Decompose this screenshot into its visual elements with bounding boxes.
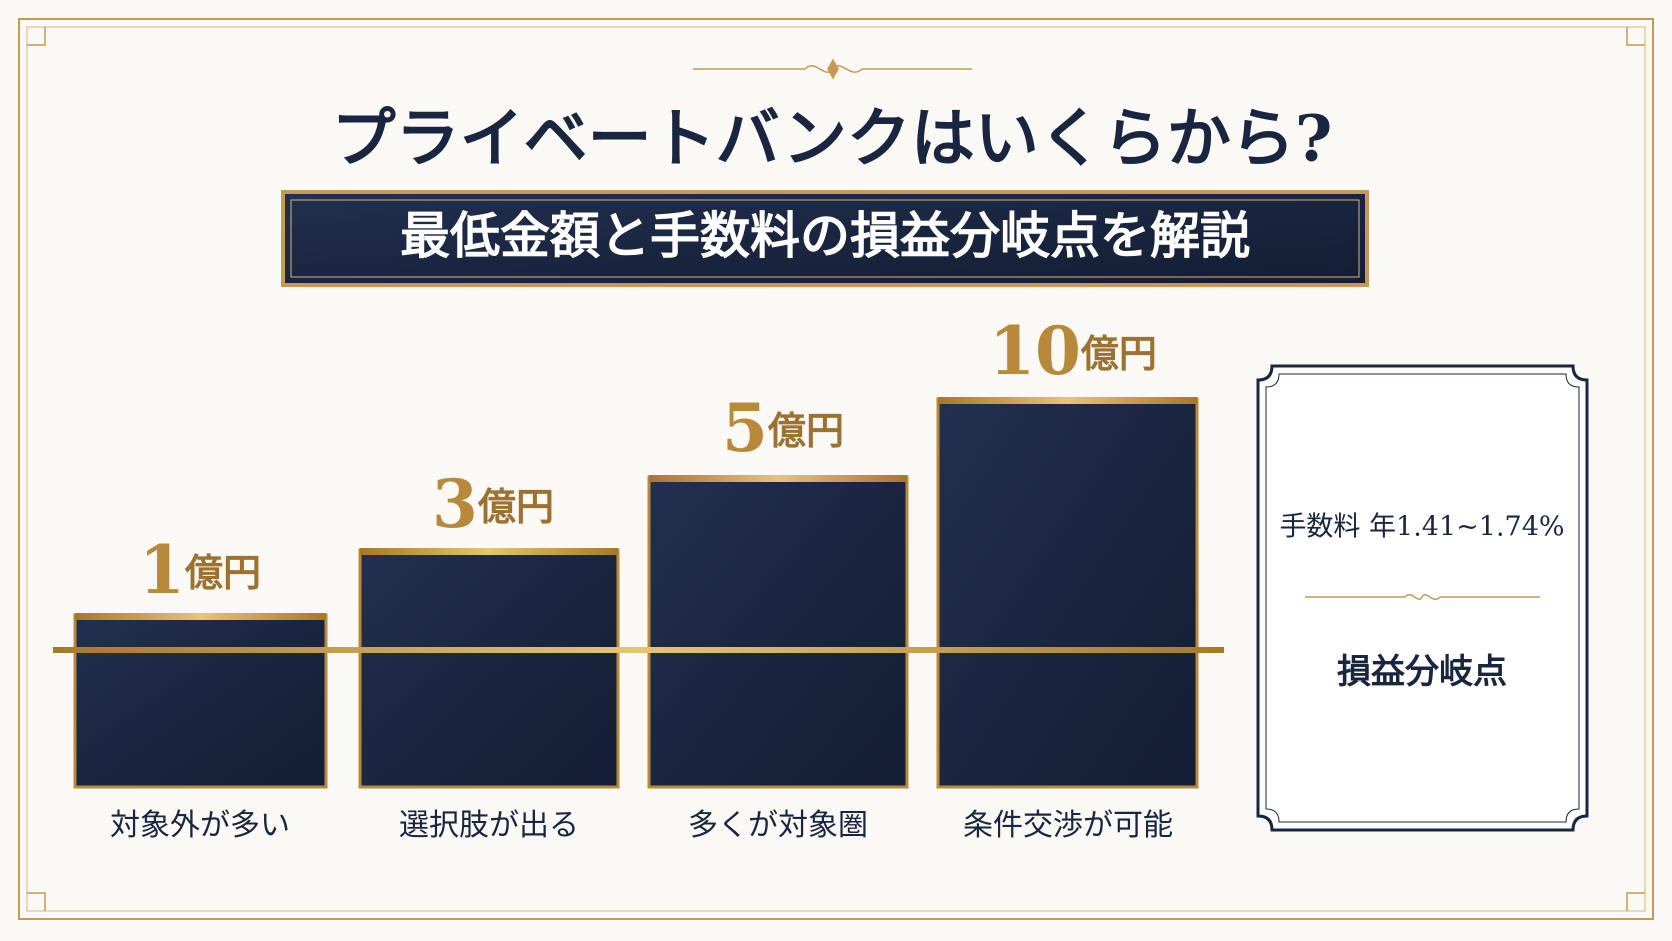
bar-caption: 対象外が多い [110,808,290,843]
side-box: 手数料 年1.41~1.74% 損益分岐点 [1256,364,1589,832]
bar-block: 5億円 多くが対象圏 [647,389,909,843]
bar-caption: 条件交渉が可能 [963,808,1173,843]
bar-caption: 多くが対象圏 [688,808,868,843]
inner-frame [26,26,1646,912]
side-box-frame [1256,364,1589,832]
title: プライベートバンクはいくらから? [332,102,1333,177]
bars: 1億円 対象外が多い 3億円 選択肢が出る 5億円 多くが対象圏 10億円 条件… [73,312,1199,843]
bar [647,475,909,789]
unit: 億円 [1080,331,1157,376]
fee-text: 手数料 年1.41~1.74% [1279,512,1564,543]
corner [1626,27,1645,46]
corner [27,27,46,46]
threshold-line [53,647,1224,653]
bar-cap [938,397,1197,404]
unit: 億円 [184,550,261,595]
side-divider [1305,594,1540,600]
bar-caption: 選択肢が出る [399,808,579,843]
amount: 10 [989,312,1081,390]
bar [936,397,1199,789]
bar-label: 10億円 [989,312,1157,390]
amount: 1 [139,531,185,609]
unit: 億円 [477,484,554,529]
corner-ornaments [27,27,1645,911]
unit: 億円 [767,408,844,453]
side-box-inner [1265,373,1580,823]
bar [73,613,328,789]
divider-flourish [1404,594,1441,600]
subtitle: 最低金額と手数料の損益分岐点を解説 [400,206,1250,265]
bar-label: 3億円 [432,465,554,543]
amount: 5 [722,389,768,467]
subtitle-banner [281,190,1369,287]
bar-cap [649,475,907,482]
bar-block: 10億円 条件交渉が可能 [936,312,1199,843]
bar-label: 5億円 [722,389,844,467]
bar-cap [360,548,618,555]
break-even-label: 損益分岐点 [1337,652,1507,692]
outer-frame [18,18,1654,920]
amount: 3 [432,465,478,543]
subtitle-banner-inner [290,199,1360,278]
bar [358,548,620,789]
bar-block: 3億円 選択肢が出る [358,465,620,843]
corner [1626,892,1645,911]
corner [27,892,46,911]
bar-label: 1億円 [139,531,261,609]
top-ornament [693,58,972,80]
bar-block: 1億円 対象外が多い [73,531,328,843]
ornament-diamond [827,58,839,80]
bar-cap [75,613,326,620]
